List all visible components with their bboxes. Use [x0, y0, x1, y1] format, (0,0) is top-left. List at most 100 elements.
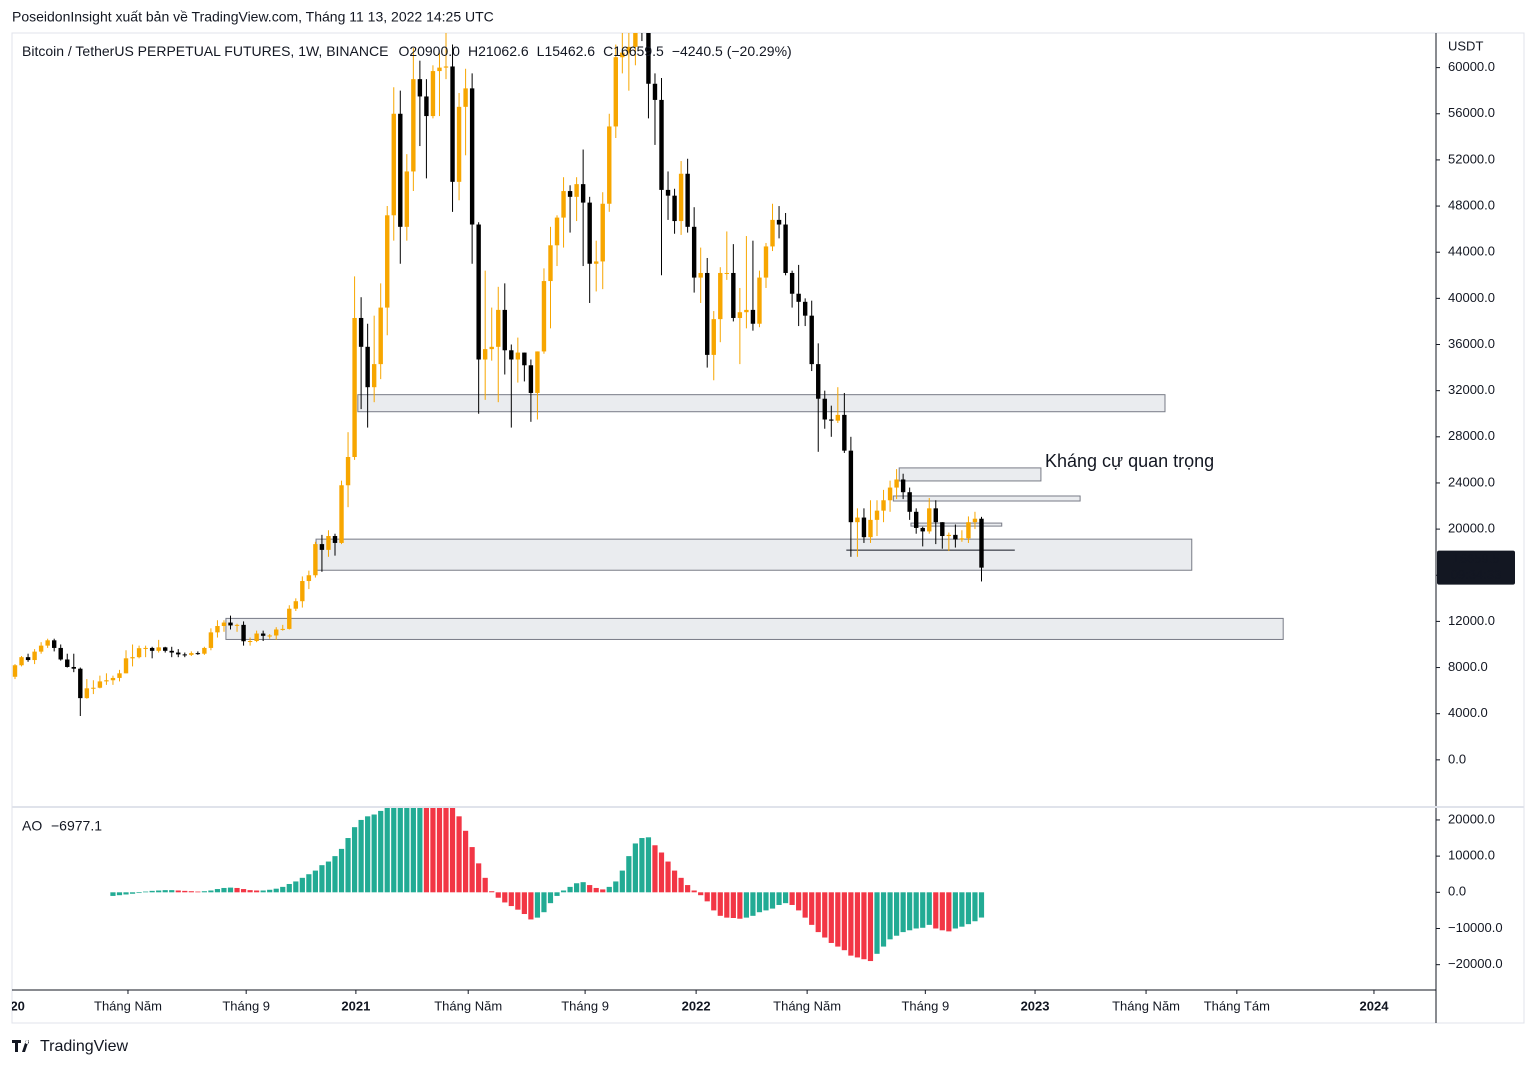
ao-bar: [521, 892, 527, 915]
candle-body: [463, 88, 468, 107]
candle-body: [509, 350, 514, 360]
price-axis: 0.04000.08000.012000.016000.020000.02400…: [1436, 59, 1515, 971]
x-tick-label: 2020: [0, 998, 25, 1013]
candle-body: [737, 312, 743, 318]
candle-body: [822, 398, 827, 420]
ao-bar: [848, 892, 854, 956]
candle-body: [972, 518, 978, 523]
candle-body: [156, 647, 161, 651]
ao-bar: [926, 892, 932, 925]
ao-bar: [874, 892, 880, 954]
candle-body: [378, 307, 383, 365]
ao-bar: [907, 892, 913, 931]
ao-bar: [325, 861, 332, 893]
ao-bar: [743, 892, 749, 918]
ao-bar: [730, 892, 736, 918]
ao-bar: [632, 843, 638, 893]
candle-body: [796, 293, 801, 302]
candle-body: [411, 79, 416, 172]
ao-bar: [815, 892, 821, 933]
candle-body: [254, 633, 259, 642]
candle-body: [541, 281, 547, 352]
ao-bar: [208, 890, 214, 893]
ao-bar: [469, 847, 475, 893]
candle-body: [123, 658, 129, 674]
candle-body: [502, 309, 507, 351]
candle-body: [946, 534, 952, 537]
candle-body: [143, 647, 148, 649]
ao-bar: [312, 870, 318, 893]
ao-bar: [541, 892, 547, 913]
candle-body: [280, 628, 285, 630]
ohlc-key: C: [603, 43, 613, 59]
brand: TradingView: [12, 1038, 128, 1055]
ao-bar: [234, 887, 240, 893]
y-tick-label: 20000.0: [1448, 521, 1495, 536]
ao-bar: [476, 863, 482, 893]
candle-body: [25, 657, 31, 661]
y-tick-label: 32000.0: [1448, 382, 1495, 397]
ao-bar: [606, 886, 612, 893]
ao-bar: [214, 889, 221, 893]
ao-bar: [704, 892, 710, 902]
ao-y-tick-label: −20000.0: [1448, 956, 1503, 971]
ao-bar: [397, 808, 403, 893]
ao-bar: [567, 886, 573, 893]
candle-body: [731, 272, 736, 318]
ao-bar: [358, 819, 364, 893]
ao-bar: [547, 892, 554, 904]
candle-body: [927, 508, 932, 532]
candle-body: [665, 189, 671, 196]
ao-bar: [534, 892, 541, 918]
candle-body: [874, 510, 880, 520]
candle-body: [456, 106, 462, 182]
ao-bar: [169, 890, 175, 893]
candle-body: [561, 191, 566, 218]
candle-body: [228, 622, 233, 626]
y-tick-label: 4000.0: [1448, 705, 1488, 720]
zone: [225, 617, 1284, 640]
ao-bar: [221, 887, 227, 893]
ao-bar: [188, 891, 194, 893]
ao-bar: [946, 892, 952, 932]
ao-y-tick-label: 20000.0: [1448, 811, 1495, 826]
candle-body: [169, 650, 174, 653]
candle-body: [979, 518, 984, 568]
y-tick-label: 60000.0: [1448, 59, 1495, 74]
candle-body: [580, 184, 586, 203]
candle-body: [398, 113, 403, 227]
zone: [892, 495, 1081, 502]
candle-body: [535, 351, 540, 393]
candle-body: [855, 517, 860, 523]
ao-bar: [423, 808, 430, 893]
ao-bar: [116, 892, 123, 896]
ao-bar: [685, 885, 691, 893]
ohlc-value: 16659.5: [613, 43, 664, 59]
candle-body: [450, 66, 455, 182]
zone: [315, 538, 1193, 571]
ao-bar: [293, 881, 299, 893]
candle-body: [339, 485, 344, 543]
ao-bar: [489, 891, 495, 893]
ao-bar: [867, 892, 874, 962]
ao-bar: [841, 892, 847, 951]
candle-body: [835, 414, 841, 421]
ao-bar: [515, 892, 521, 910]
ao-bar: [195, 891, 201, 893]
candle-body: [182, 654, 187, 656]
ao-bar: [201, 891, 207, 893]
candle-body: [489, 346, 494, 350]
ao-bar: [136, 892, 142, 894]
candle-body: [326, 536, 331, 550]
candle-body: [900, 479, 906, 493]
candle-body: [65, 659, 70, 667]
ao-bar: [880, 892, 887, 947]
brand-logo: [12, 1040, 30, 1052]
ao-bar: [378, 810, 384, 893]
ao-bar: [240, 889, 247, 893]
candle-body: [208, 632, 214, 648]
candle-body: [607, 126, 612, 204]
ao-bar: [658, 852, 665, 893]
candle-body: [371, 364, 377, 388]
